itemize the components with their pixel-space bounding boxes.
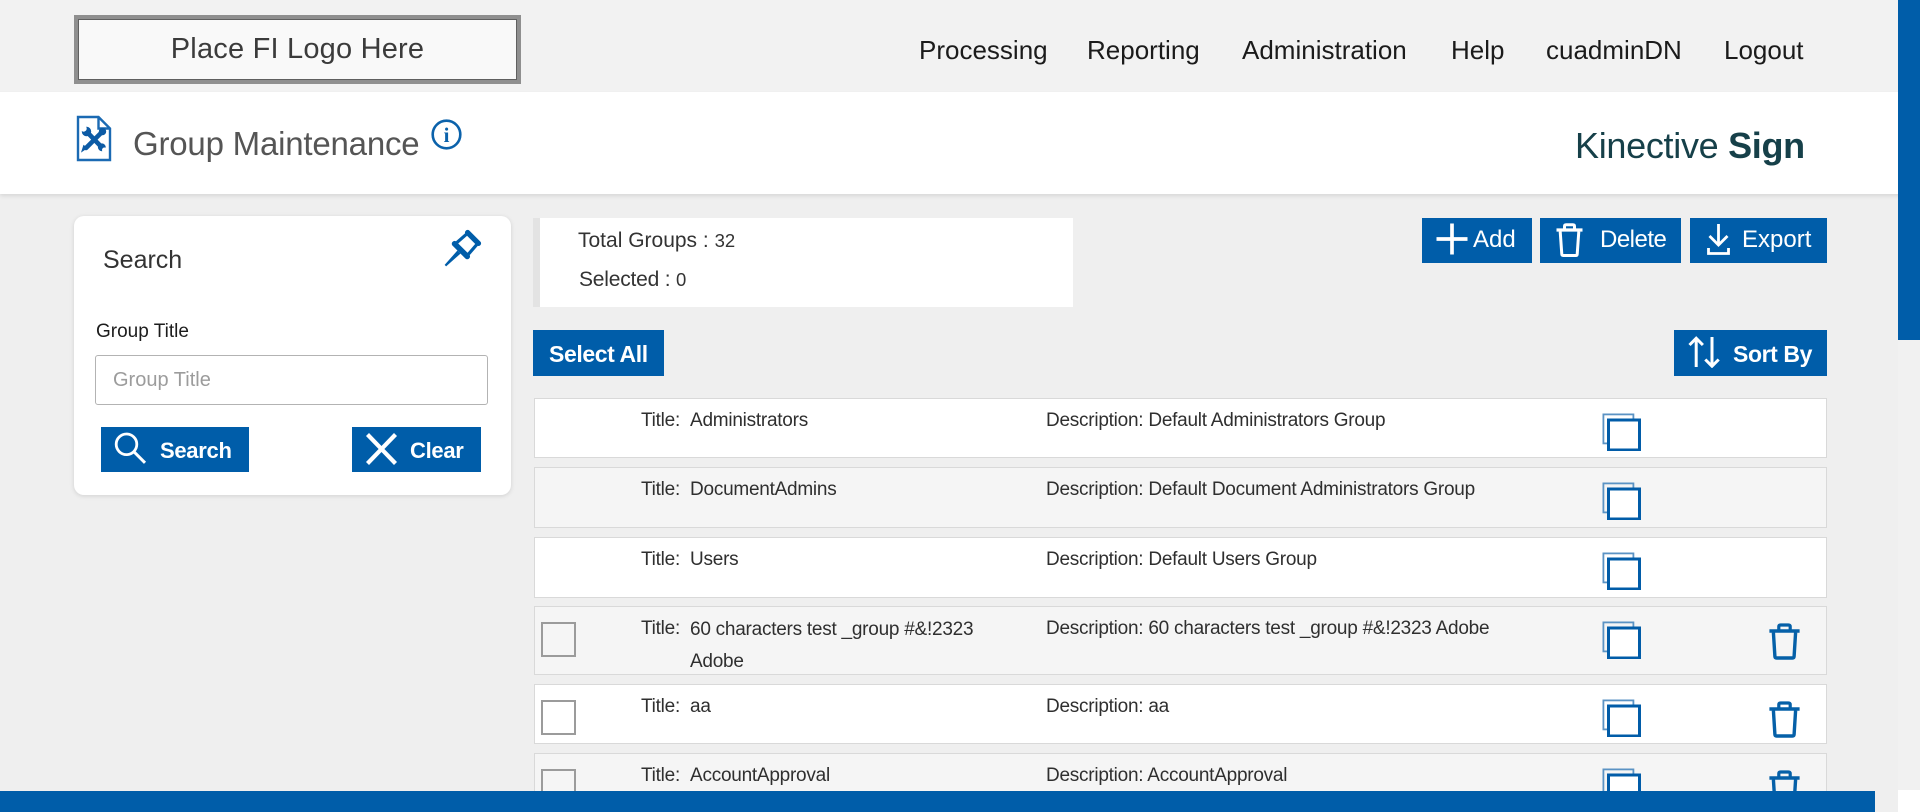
svg-text:i: i <box>444 123 450 147</box>
